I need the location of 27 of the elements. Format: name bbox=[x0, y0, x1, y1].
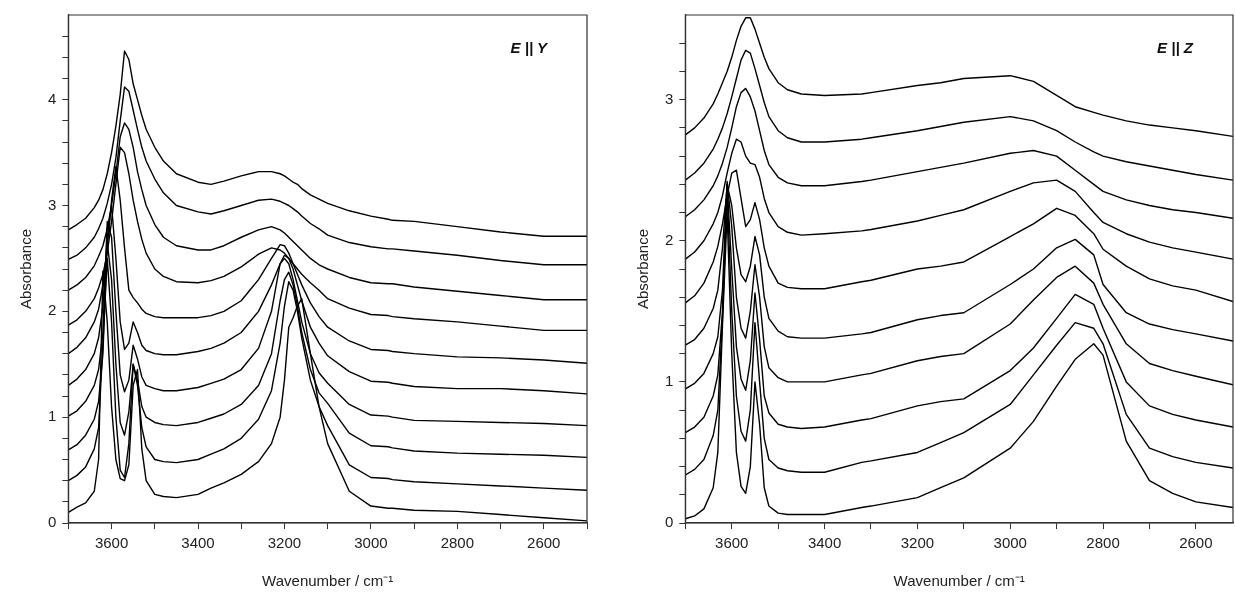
y-tick-label: 0 bbox=[48, 513, 57, 531]
x-tick-label: 3200 bbox=[267, 534, 302, 552]
x-tick-label: 3400 bbox=[181, 534, 215, 552]
x-tick-label: 3600 bbox=[94, 534, 129, 552]
y-tick-label: 1 bbox=[665, 372, 674, 390]
annotation: E || Y bbox=[510, 39, 549, 57]
x-tick-label: 3400 bbox=[807, 534, 842, 552]
annotation: E || Z bbox=[1157, 39, 1194, 57]
x-tick-label: 3000 bbox=[354, 534, 388, 552]
x-tick-label: 2600 bbox=[1179, 534, 1213, 552]
y-tick-label: 3 bbox=[48, 195, 57, 213]
y-tick-label: 1 bbox=[48, 407, 57, 425]
x-axis-title: Wavenumber / cm⁻¹ bbox=[262, 572, 394, 590]
x-axis-title: Wavenumber / cm⁻¹ bbox=[893, 572, 1025, 590]
y-tick-label: 2 bbox=[665, 230, 674, 248]
x-tick-label: 2600 bbox=[527, 534, 561, 552]
x-tick-label: 3200 bbox=[900, 534, 935, 552]
x-tick-label: 2800 bbox=[1086, 534, 1120, 552]
y-tick-label: 4 bbox=[48, 89, 57, 107]
y-tick-label: 3 bbox=[665, 89, 674, 107]
y-tick-label: 0 bbox=[665, 513, 674, 531]
x-tick-label: 3600 bbox=[715, 534, 749, 552]
x-tick-label: 3000 bbox=[993, 534, 1027, 552]
x-tick-label: 2800 bbox=[440, 534, 475, 552]
y-tick-label: 2 bbox=[48, 301, 57, 319]
y-axis-title: Absorbance bbox=[634, 228, 652, 310]
y-axis-title: Absorbance bbox=[17, 228, 35, 310]
